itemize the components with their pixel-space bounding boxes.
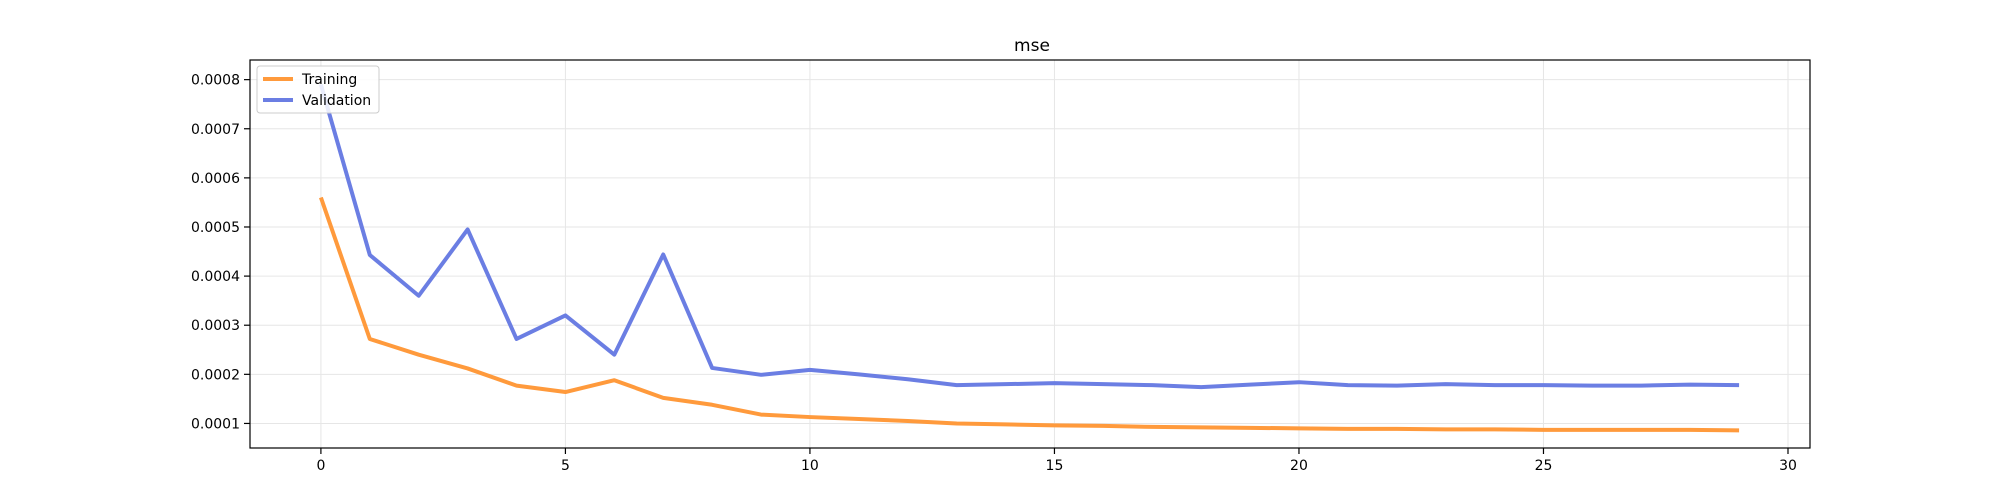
x-tick-label: 20 (1290, 458, 1308, 474)
y-tick-label: 0.0006 (191, 171, 240, 187)
x-tick-label: 25 (1535, 458, 1553, 474)
x-tick-label: 5 (561, 458, 570, 474)
legend-label-validation: Validation (302, 93, 371, 109)
y-tick-label: 0.0005 (191, 220, 240, 236)
grid (250, 60, 1810, 448)
y-tick-label: 0.0003 (191, 318, 240, 334)
y-tick-label: 0.0002 (191, 367, 240, 383)
x-tick-label: 15 (1046, 458, 1064, 474)
chart-title: mse (1014, 36, 1050, 56)
x-tick-label: 30 (1779, 458, 1797, 474)
x-tick-label: 0 (316, 458, 325, 474)
axis-ticks: 0 5 10 15 20 25 30 0.0001 0.0002 0.0003 0.0004 0.00… (191, 73, 1797, 474)
y-tick-label: 0.0008 (191, 73, 240, 89)
plot-frame (249, 59, 1811, 449)
y-tick-label: 0.0001 (191, 416, 240, 432)
legend: Training Validation (256, 65, 380, 114)
series-lines (318, 84, 1740, 433)
y-tick-label: 0.0007 (191, 122, 240, 138)
legend-label-training: Training (301, 72, 357, 88)
y-tick-label: 0.0004 (191, 269, 240, 285)
series-line-training (319, 196, 1740, 433)
series-line-validation (318, 84, 1740, 390)
x-tick-label: 10 (801, 458, 819, 474)
